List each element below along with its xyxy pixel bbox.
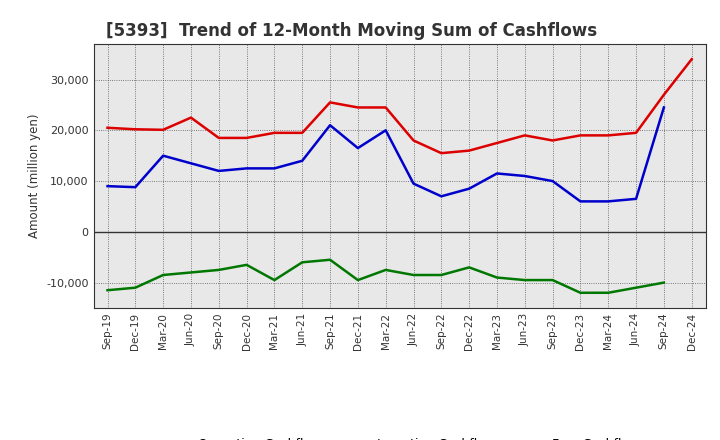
Line: Operating Cashflow: Operating Cashflow — [107, 59, 692, 153]
Operating Cashflow — [103, 125, 112, 130]
Investing Cashflow — [270, 278, 279, 283]
Operating Cashflow — [186, 115, 195, 120]
Investing Cashflow — [576, 290, 585, 295]
Operating Cashflow — [325, 100, 334, 105]
Free Cashflow — [492, 171, 501, 176]
Free Cashflow — [660, 105, 668, 110]
Investing Cashflow — [215, 267, 223, 272]
Investing Cashflow — [465, 265, 474, 270]
Operating Cashflow — [298, 130, 307, 136]
Free Cashflow — [103, 183, 112, 189]
Free Cashflow — [409, 181, 418, 186]
Free Cashflow — [354, 146, 362, 151]
Operating Cashflow — [409, 138, 418, 143]
Investing Cashflow — [103, 288, 112, 293]
Free Cashflow — [131, 184, 140, 190]
Free Cashflow — [465, 186, 474, 191]
Free Cashflow — [159, 153, 168, 158]
Investing Cashflow — [521, 278, 529, 283]
Operating Cashflow — [521, 133, 529, 138]
Investing Cashflow — [131, 285, 140, 290]
Free Cashflow — [325, 123, 334, 128]
Operating Cashflow — [549, 138, 557, 143]
Line: Free Cashflow: Free Cashflow — [107, 107, 664, 202]
Legend: Operating Cashflow, Investing Cashflow, Free Cashflow: Operating Cashflow, Investing Cashflow, … — [156, 433, 644, 440]
Operating Cashflow — [492, 140, 501, 146]
Free Cashflow — [382, 128, 390, 133]
Operating Cashflow — [382, 105, 390, 110]
Free Cashflow — [576, 199, 585, 204]
Investing Cashflow — [186, 270, 195, 275]
Operating Cashflow — [604, 133, 613, 138]
Investing Cashflow — [492, 275, 501, 280]
Investing Cashflow — [631, 285, 640, 290]
Free Cashflow — [549, 179, 557, 184]
Operating Cashflow — [354, 105, 362, 110]
Free Cashflow — [215, 168, 223, 173]
Text: [5393]  Trend of 12-Month Moving Sum of Cashflows: [5393] Trend of 12-Month Moving Sum of C… — [106, 22, 597, 40]
Investing Cashflow — [604, 290, 613, 295]
Operating Cashflow — [631, 130, 640, 136]
Investing Cashflow — [325, 257, 334, 262]
Operating Cashflow — [242, 135, 251, 140]
Free Cashflow — [521, 173, 529, 179]
Investing Cashflow — [437, 272, 446, 278]
Free Cashflow — [242, 166, 251, 171]
Line: Investing Cashflow: Investing Cashflow — [107, 260, 664, 293]
Free Cashflow — [604, 199, 613, 204]
Investing Cashflow — [382, 267, 390, 272]
Investing Cashflow — [298, 260, 307, 265]
Free Cashflow — [437, 194, 446, 199]
Free Cashflow — [631, 196, 640, 202]
Investing Cashflow — [242, 262, 251, 268]
Investing Cashflow — [409, 272, 418, 278]
Investing Cashflow — [159, 272, 168, 278]
Operating Cashflow — [576, 133, 585, 138]
Operating Cashflow — [465, 148, 474, 153]
Operating Cashflow — [159, 127, 168, 132]
Y-axis label: Amount (million yen): Amount (million yen) — [27, 114, 41, 238]
Operating Cashflow — [660, 92, 668, 97]
Investing Cashflow — [660, 280, 668, 285]
Operating Cashflow — [688, 57, 696, 62]
Free Cashflow — [298, 158, 307, 163]
Operating Cashflow — [270, 130, 279, 136]
Investing Cashflow — [354, 278, 362, 283]
Operating Cashflow — [131, 127, 140, 132]
Operating Cashflow — [215, 135, 223, 140]
Investing Cashflow — [549, 278, 557, 283]
Free Cashflow — [270, 166, 279, 171]
Operating Cashflow — [437, 150, 446, 156]
Free Cashflow — [186, 161, 195, 166]
